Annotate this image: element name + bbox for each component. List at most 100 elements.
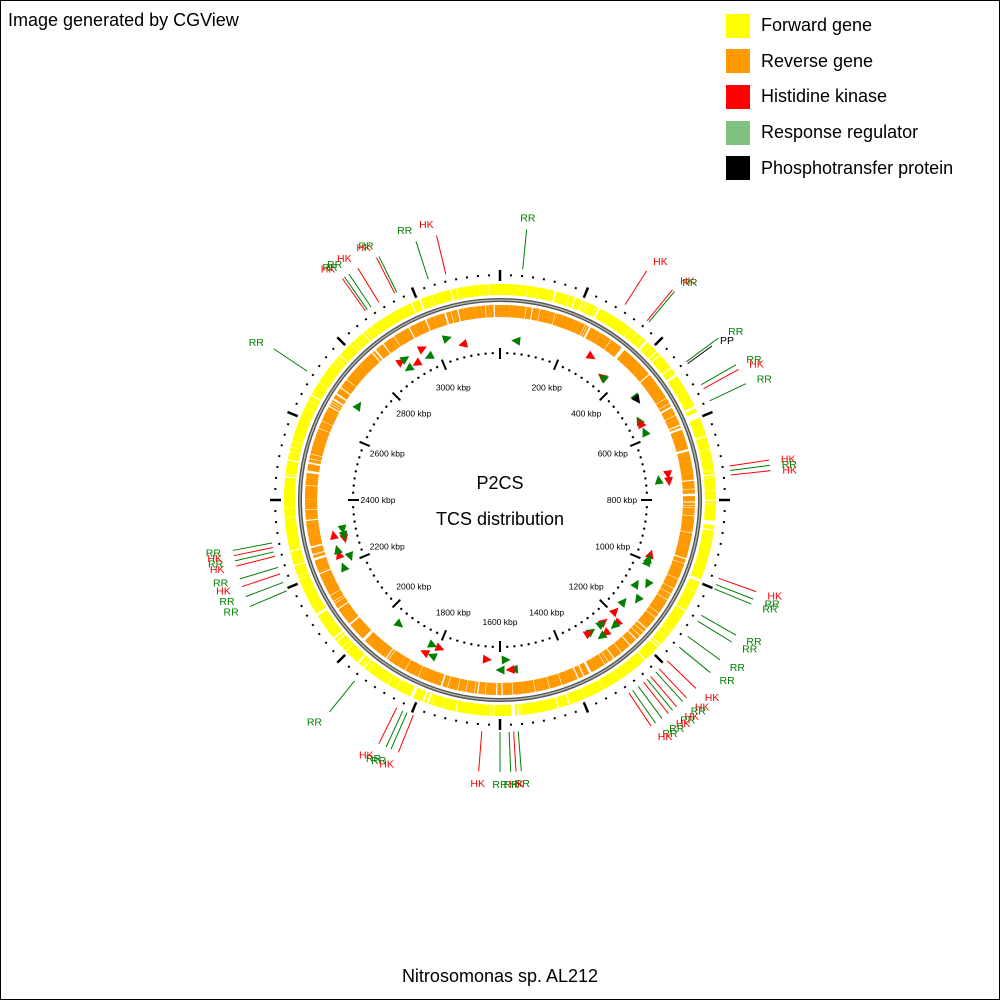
reverse-gene (440, 313, 446, 326)
outer-tick (701, 410, 713, 418)
reverse-gene (387, 339, 396, 351)
reverse-gene (669, 425, 681, 432)
outer-tick (604, 697, 608, 700)
scale-dot (624, 423, 628, 426)
forward-gene (288, 451, 301, 457)
scale-dot (405, 385, 408, 388)
outer-tick (300, 604, 303, 608)
scale-dot (449, 637, 452, 640)
reverse-gene (489, 682, 493, 695)
reverse-gene (313, 440, 326, 446)
forward-gene (325, 620, 336, 629)
reverse-gene (320, 422, 333, 429)
legend-label: Response regulator (761, 122, 919, 143)
reverse-gene (439, 314, 445, 327)
feature-marker (663, 469, 672, 480)
forward-gene (315, 385, 327, 393)
feature-marker (341, 562, 350, 573)
feature-marker (654, 475, 664, 485)
forward-gene (337, 634, 347, 644)
forward-gene (561, 694, 568, 706)
callout-line (648, 291, 675, 323)
scale-dot (389, 400, 393, 403)
forward-gene (702, 466, 714, 471)
forward-gene (289, 449, 301, 454)
reverse-gene (634, 622, 645, 632)
callout-line (701, 614, 737, 636)
reverse-gene (305, 511, 318, 515)
reverse-gene (622, 354, 632, 365)
reverse-gene (332, 593, 344, 602)
outer-tick (317, 632, 321, 636)
reverse-gene (511, 305, 514, 318)
forward-gene (533, 286, 538, 299)
scale-label: 2200 kbp (370, 542, 405, 552)
forward-gene (691, 423, 703, 430)
reverse-gene (311, 548, 325, 554)
forward-gene (447, 289, 453, 302)
center-title: P2CS (476, 473, 523, 493)
forward-gene (701, 457, 713, 463)
reverse-gene (677, 543, 690, 549)
forward-gene (407, 304, 414, 315)
reverse-gene (619, 351, 629, 363)
reverse-gene (463, 679, 468, 692)
reverse-gene (367, 355, 377, 367)
legend: Forward gene Reverse gene Histidine kina… (726, 8, 953, 186)
reverse-gene (354, 622, 365, 632)
reverse-gene (339, 388, 351, 397)
callout-label: RR (746, 636, 762, 648)
forward-gene (702, 529, 714, 533)
reverse-gene (678, 540, 691, 545)
scale-label: 1000 kbp (595, 542, 630, 552)
forward-gene (634, 653, 644, 663)
reverse-gene (325, 411, 338, 419)
forward-gene (305, 404, 317, 412)
forward-gene (324, 372, 335, 381)
callout-label: HK (705, 692, 720, 704)
reverse-gene (322, 416, 335, 424)
forward-gene (312, 390, 324, 399)
reverse-gene (305, 488, 318, 491)
reverse-gene (353, 370, 364, 380)
reverse-gene (667, 572, 680, 579)
reverse-gene (392, 336, 401, 348)
reverse-gene (512, 682, 515, 695)
reverse-gene (604, 340, 614, 352)
forward-gene (559, 695, 565, 707)
scale-dot (597, 389, 600, 393)
callout-label: HK (782, 464, 797, 476)
forward-gene (296, 568, 308, 575)
forward-gene (688, 578, 700, 585)
scale-dot (548, 637, 551, 640)
feature-marker (399, 356, 410, 365)
scale-dot (534, 641, 537, 644)
forward-gene (345, 347, 355, 358)
scale-dot (369, 568, 372, 571)
reverse-gene (324, 579, 337, 587)
reverse-gene (381, 344, 390, 355)
reverse-gene (674, 551, 687, 558)
forward-gene (701, 462, 714, 467)
reverse-gene (638, 617, 650, 627)
reverse-gene (343, 609, 355, 618)
forward-gene (486, 704, 489, 716)
reverse-gene (650, 388, 662, 397)
forward-gene (576, 299, 583, 311)
outer-tick (336, 653, 347, 664)
outer-tick (614, 691, 618, 695)
scale-dot (405, 612, 408, 615)
forward-gene (431, 694, 438, 706)
reverse-gene (654, 395, 666, 404)
callout-label: PP (720, 335, 734, 347)
reverse-gene (682, 481, 695, 485)
outer-tick (295, 594, 298, 598)
reverse-gene (552, 313, 558, 326)
forward-gene (343, 349, 354, 359)
reverse-gene (540, 309, 545, 322)
forward-gene (438, 696, 444, 708)
forward-gene (569, 296, 575, 308)
forward-gene (488, 284, 492, 296)
forward-gene (292, 436, 305, 443)
reverse-gene (309, 539, 322, 544)
